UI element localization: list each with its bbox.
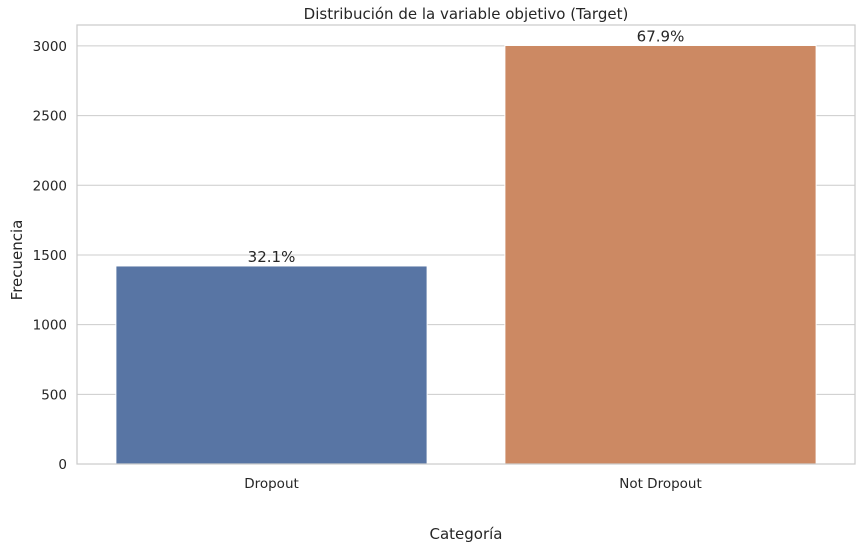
bar-data-label: 32.1% bbox=[248, 248, 296, 266]
y-tick-label: 500 bbox=[41, 387, 67, 403]
y-tick-label: 0 bbox=[58, 457, 67, 473]
bar-dropout bbox=[115, 265, 428, 465]
bar-not-dropout bbox=[504, 44, 817, 465]
plot-frame bbox=[76, 24, 856, 465]
bar-data-label: 67.9% bbox=[637, 27, 685, 45]
x-axis-ticks: Dropout Not Dropout bbox=[244, 476, 702, 492]
y-tick-label: 2000 bbox=[33, 178, 67, 194]
data-labels: 32.1% 67.9% bbox=[248, 27, 685, 265]
y-tick-label: 1500 bbox=[33, 248, 67, 264]
y-tick-label: 1000 bbox=[33, 318, 67, 334]
x-tick-label: Dropout bbox=[244, 476, 299, 492]
bars bbox=[115, 44, 817, 465]
chart-title: Distribución de la variable objetivo (Ta… bbox=[304, 5, 629, 23]
x-tick-label: Not Dropout bbox=[619, 476, 702, 492]
y-tick-label: 3000 bbox=[33, 39, 67, 55]
x-axis-label: Categoría bbox=[429, 525, 502, 543]
y-axis-ticks: 0 500 1000 1500 2000 2500 3000 bbox=[33, 39, 67, 473]
y-tick-label: 2500 bbox=[33, 109, 67, 125]
y-axis-label: Frecuencia bbox=[8, 220, 26, 301]
